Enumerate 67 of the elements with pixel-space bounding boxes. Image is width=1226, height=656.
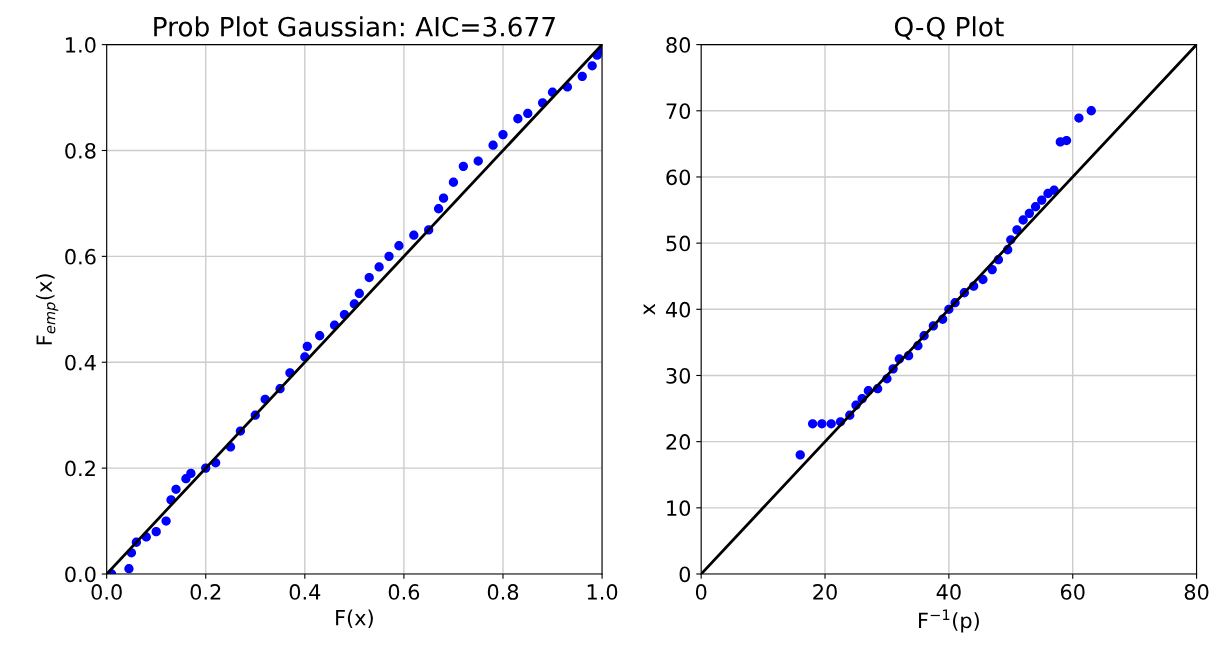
- point: [124, 564, 134, 574]
- point: [409, 230, 419, 240]
- point: [186, 468, 196, 479]
- point: [315, 331, 325, 341]
- point: [826, 419, 836, 429]
- y-tick-label: 1.0: [66, 37, 96, 53]
- y-axis-title: F$_{emp}$(x): [35, 274, 59, 345]
- y-tick-label: 70: [666, 103, 691, 119]
- point: [448, 177, 459, 187]
- point: [458, 161, 469, 172]
- point: [1074, 113, 1084, 123]
- point: [302, 341, 312, 352]
- x-tick-label: 0.4: [289, 584, 321, 600]
- x-tick-label: 20: [813, 584, 837, 600]
- point: [354, 288, 364, 299]
- y-tick-label: 40: [665, 301, 691, 318]
- y-tick-label: 0.2: [65, 460, 95, 477]
- y-tick-label: 80: [666, 37, 691, 53]
- x-tick-label: 0.2: [190, 584, 221, 600]
- point: [151, 526, 161, 537]
- y-tick-label: 0.6: [65, 248, 96, 265]
- x-tick-label: 0.8: [487, 584, 519, 600]
- x-tick-label: 0: [695, 584, 707, 600]
- point: [498, 129, 508, 140]
- point: [384, 251, 394, 262]
- y-tick-label: 0.4: [65, 354, 96, 371]
- x-tick-label: 0.6: [388, 584, 420, 600]
- x-axis-title: F$^{−1}$(p): [919, 609, 979, 633]
- y-axis-title: x: [643, 303, 656, 315]
- x-tick-label: 60: [1060, 584, 1085, 600]
- point: [577, 71, 587, 82]
- y-tick-label: 0.0: [65, 566, 96, 583]
- point: [1024, 208, 1035, 219]
- y-tick-label: 20: [666, 434, 691, 450]
- y-tick-label: 10: [667, 500, 691, 517]
- y-tick-label: 30: [666, 367, 691, 384]
- point: [364, 272, 374, 283]
- point: [394, 241, 404, 251]
- x-axis-title: F(x): [336, 609, 373, 629]
- point: [171, 484, 181, 494]
- point: [513, 114, 523, 124]
- chart-title: Q-Q Plot: [894, 16, 1004, 40]
- y-tick-label: 60: [666, 169, 691, 186]
- x-tick-label: 80: [1184, 584, 1209, 600]
- point: [807, 419, 818, 429]
- x-tick-label: 0.0: [91, 584, 122, 600]
- point: [1086, 106, 1096, 116]
- y-tick-label: 50: [666, 235, 691, 252]
- point: [523, 108, 533, 119]
- point: [1018, 215, 1028, 225]
- point: [161, 516, 171, 526]
- point: [1030, 202, 1041, 212]
- point: [1037, 195, 1047, 205]
- point: [374, 262, 384, 272]
- y-tick-label: 0: [679, 566, 691, 583]
- point: [795, 450, 805, 460]
- point: [488, 140, 498, 150]
- point: [817, 419, 827, 429]
- y-tick-label: 0.8: [65, 142, 96, 159]
- point: [433, 204, 444, 214]
- chart-title: Prob Plot Gaussian: AIC=3.677: [154, 16, 555, 37]
- point: [1061, 135, 1072, 146]
- point: [587, 61, 597, 71]
- point: [438, 193, 449, 203]
- x-tick-label: 40: [936, 584, 961, 600]
- x-tick-label: 1.0: [587, 584, 618, 600]
- point: [473, 156, 483, 166]
